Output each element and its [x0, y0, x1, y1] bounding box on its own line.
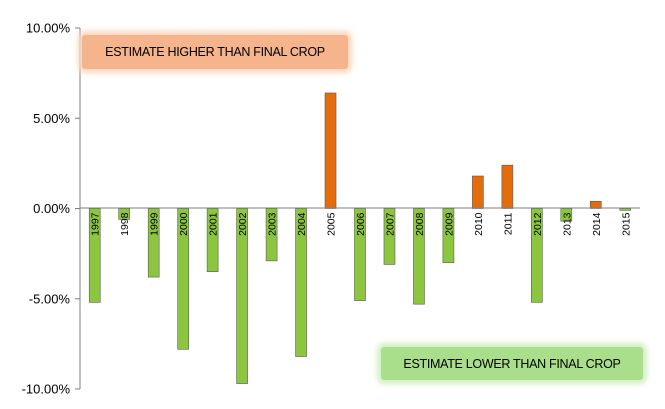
y-axis-ticks: 10.00% 5.00% 0.00% -5.00% -10.00%	[22, 21, 80, 397]
bar-2011	[501, 164, 514, 209]
x-tick-label-2000: 2000	[178, 212, 190, 236]
x-tick-label-2008: 2008	[414, 212, 426, 236]
x-tick-label-2015: 2015	[620, 212, 632, 236]
y-tick-label: -10.00%	[22, 382, 71, 397]
x-tick-label-2010: 2010	[473, 212, 485, 236]
x-tick-label-1998: 1998	[119, 212, 131, 236]
bar-2014	[589, 200, 602, 209]
x-tick-label-2013: 2013	[561, 212, 573, 236]
x-tick-label-1997: 1997	[90, 212, 102, 236]
y-tick-label: -5.00%	[29, 291, 71, 306]
annotation-estimate-lower: ESTIMATE LOWER THAN FINAL CROP	[381, 347, 643, 380]
x-tick-label-2005: 2005	[326, 212, 338, 236]
x-tick-label-2011: 2011	[502, 212, 514, 235]
x-tick-label-2001: 2001	[208, 212, 220, 236]
x-tick-label-2002: 2002	[237, 212, 249, 236]
x-tick-label-1999: 1999	[149, 212, 161, 236]
x-tick-label-2004: 2004	[296, 212, 308, 236]
bar-2005	[324, 92, 337, 209]
x-tick-label-2006: 2006	[355, 212, 367, 236]
x-tick-label-2014: 2014	[591, 212, 603, 236]
x-axis-tick-labels: 1997 1998 1999 2000 2001 2002 2003 2004 2005 2006…	[90, 212, 633, 236]
annotation-estimate-higher: ESTIMATE HIGHER THAN FINAL CROP	[82, 35, 348, 69]
bar-2015	[619, 208, 632, 211]
x-tick-label-2003: 2003	[267, 212, 279, 236]
x-tick-label-2007: 2007	[384, 212, 396, 236]
x-tick-label-2012: 2012	[532, 212, 544, 236]
y-tick-label: 10.00%	[26, 21, 71, 36]
bar-2010	[472, 175, 484, 209]
y-tick-label: 0.00%	[33, 201, 70, 216]
bars-group	[88, 92, 632, 384]
x-tick-label-2009: 2009	[443, 212, 455, 236]
y-tick-label: 5.00%	[33, 111, 70, 126]
